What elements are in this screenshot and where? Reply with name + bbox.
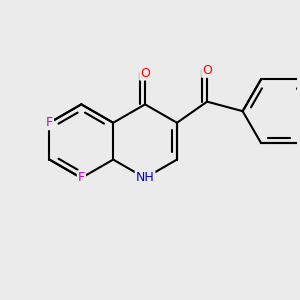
- Text: O: O: [140, 67, 150, 80]
- Text: NH: NH: [136, 172, 154, 184]
- Text: F: F: [46, 116, 53, 129]
- Text: F: F: [78, 172, 85, 184]
- Text: O: O: [202, 64, 212, 77]
